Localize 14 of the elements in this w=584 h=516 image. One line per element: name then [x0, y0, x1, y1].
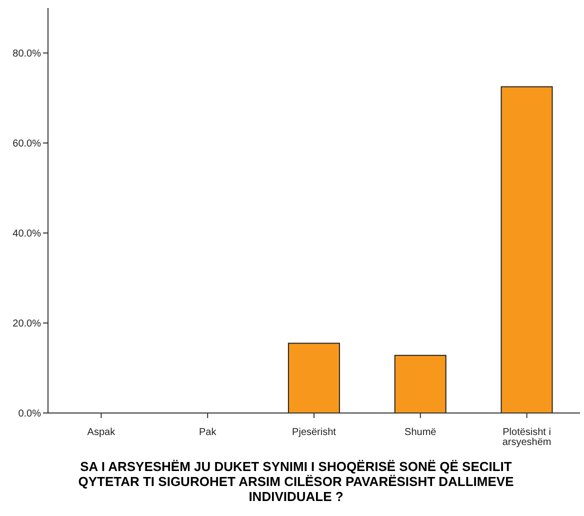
x-tick-label: Pjesërisht	[292, 427, 336, 438]
bar	[288, 342, 340, 413]
x-tick-label: Shumë	[404, 427, 437, 438]
x-tick-label: Aspak	[87, 427, 116, 438]
x-tick-label: Pak	[198, 427, 218, 438]
y-tick-label: 80.0%	[12, 48, 42, 60]
x-axis-title: SA I ARSYESHËM JU DUKET SYNIMI I SHOQËRISË SONË QË SECILIT QYTETAR TI SIGUROHET ARSIM CILËSOR PAVARËSISHT DALLIMEVE INDIVIDUALE ?	[77, 459, 515, 504]
y-tick-label: 60.0%	[12, 138, 42, 150]
x-tick-label: Plotësisht i arsyeshëm	[502, 427, 552, 448]
y-tick-label: 0.0%	[18, 408, 42, 420]
bar	[394, 354, 446, 413]
y-tick-label: 20.0%	[12, 318, 42, 330]
y-tick-label: 40.0%	[12, 228, 42, 240]
bar	[500, 86, 553, 413]
